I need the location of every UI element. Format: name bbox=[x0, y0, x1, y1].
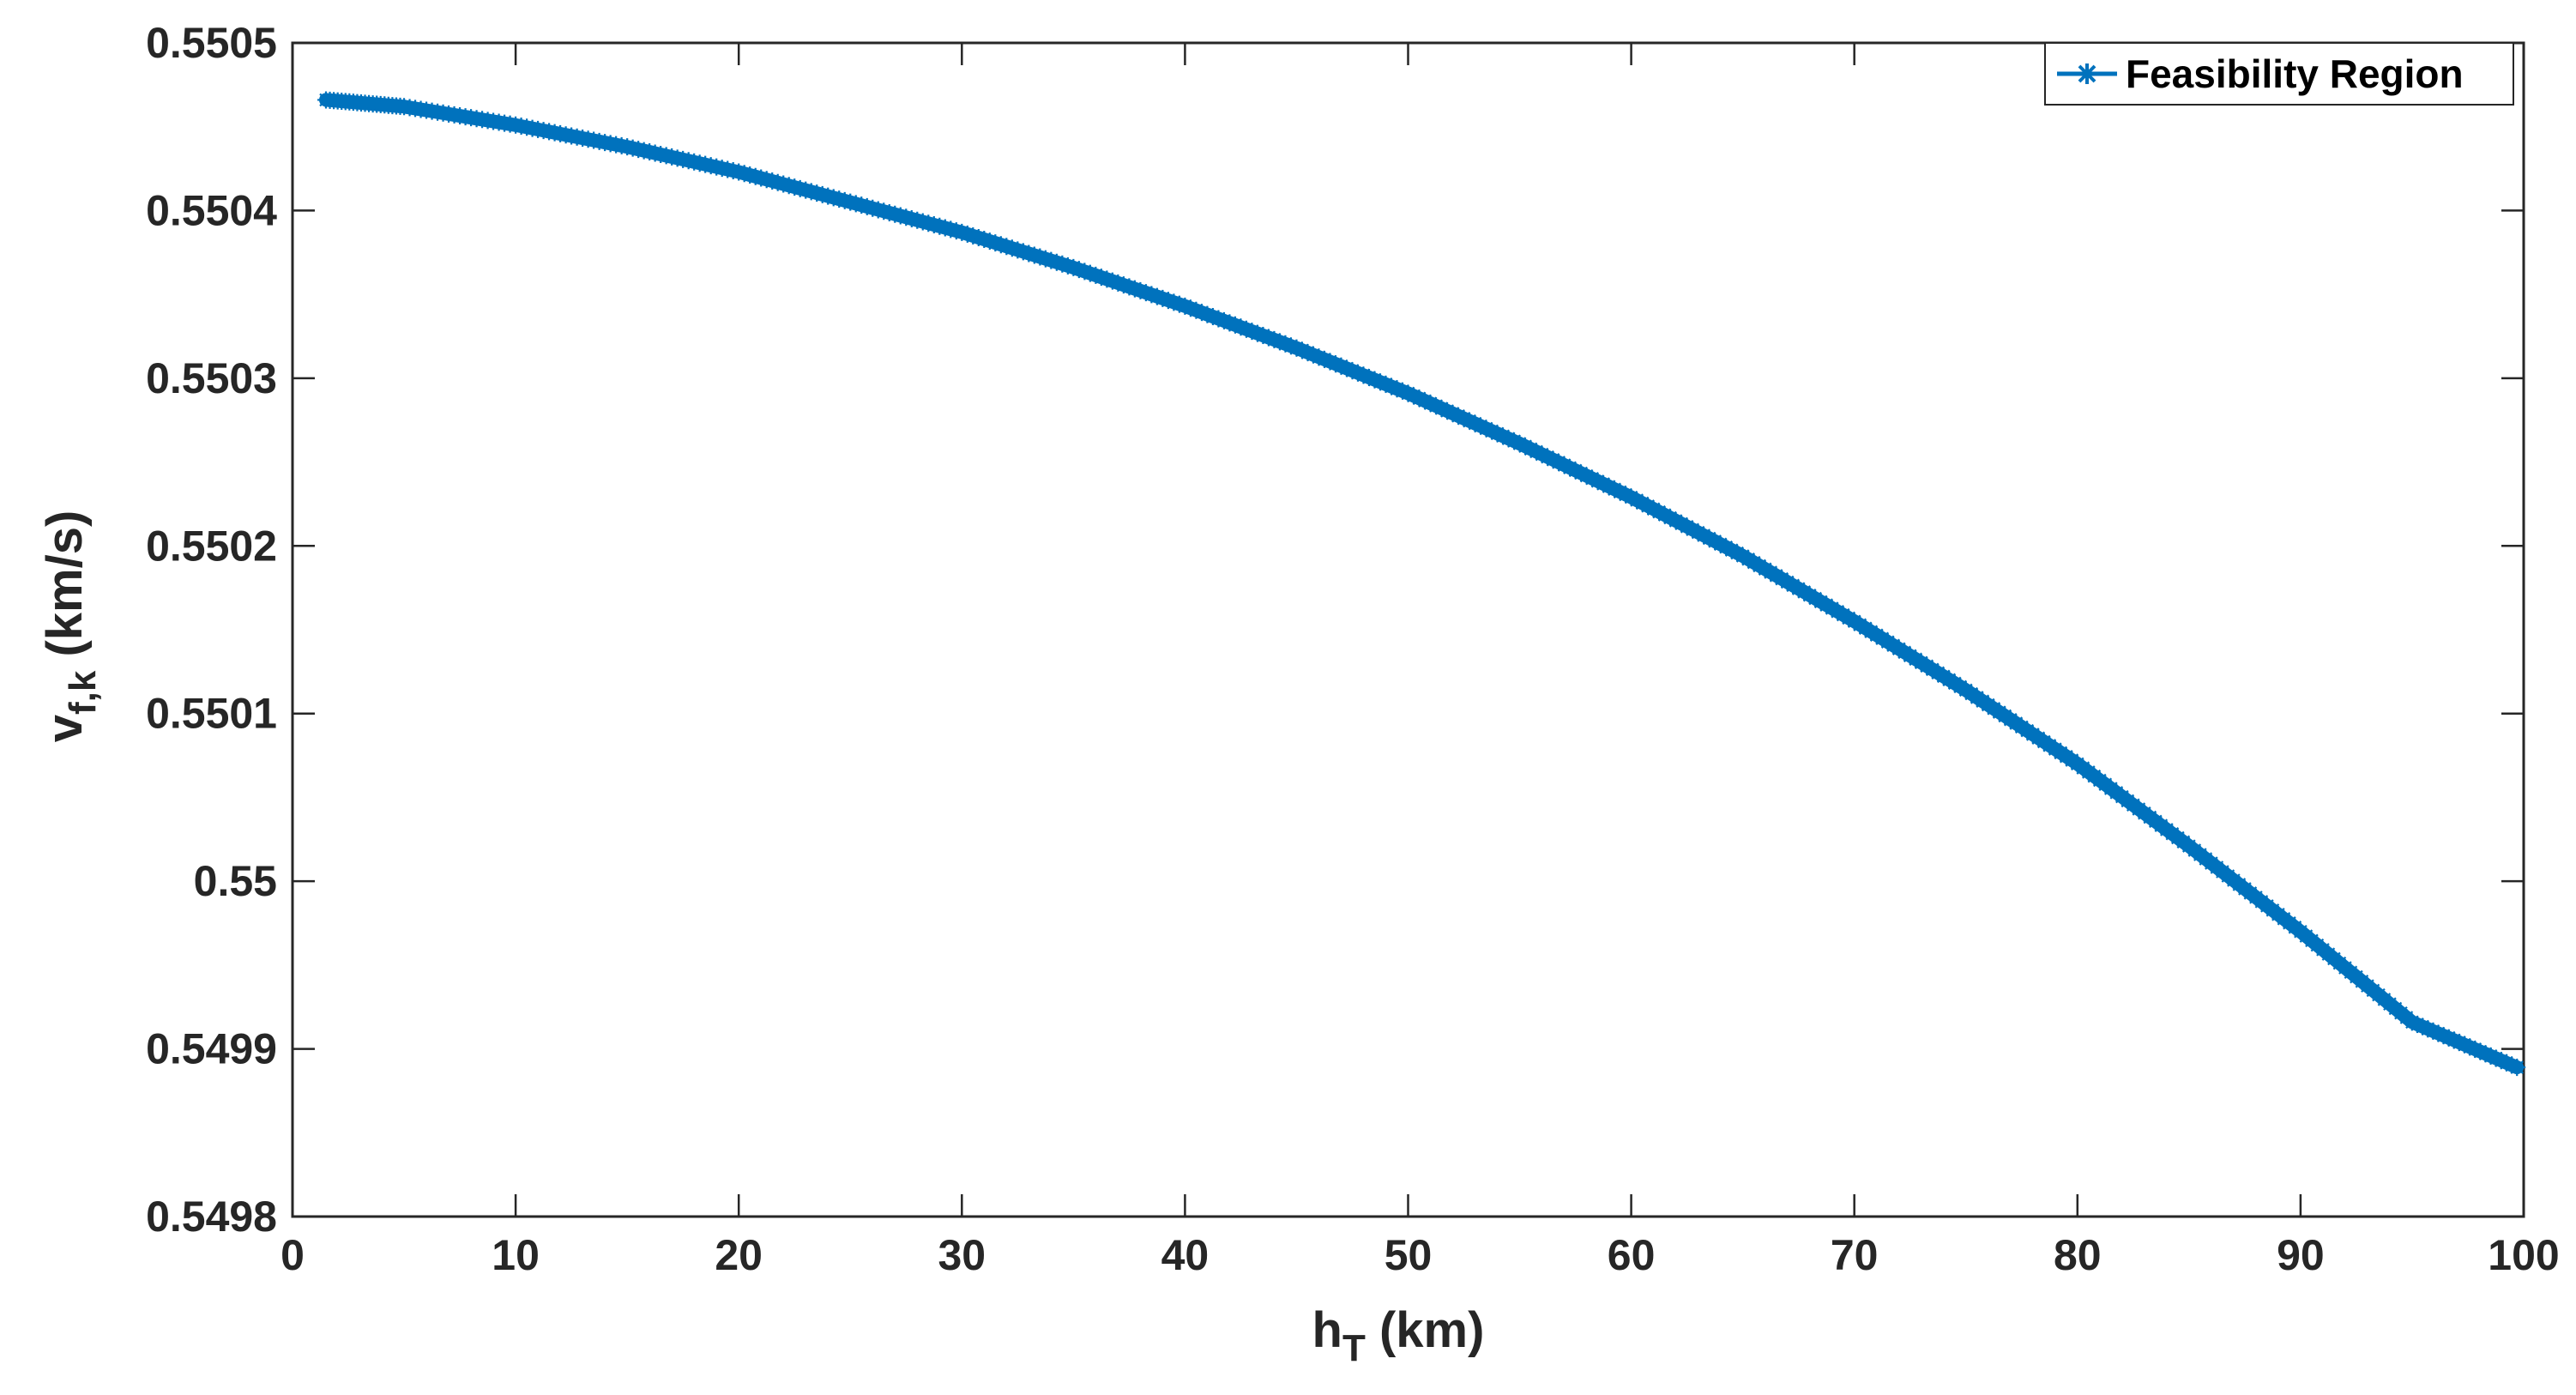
x-tick-label: 50 bbox=[1385, 1231, 1433, 1279]
x-axis-label-sub: T bbox=[1342, 1327, 1366, 1369]
y-tick-label: 0.5505 bbox=[146, 19, 277, 67]
x-tick-label: 90 bbox=[2277, 1231, 2325, 1279]
y-tick-label: 0.55 bbox=[194, 857, 277, 905]
legend-asterisk-marker bbox=[2077, 63, 2097, 84]
y-axis-label-main: v bbox=[37, 715, 93, 742]
x-axis-label-unit: (km) bbox=[1366, 1302, 1485, 1358]
y-tick-label: 0.5498 bbox=[146, 1193, 277, 1241]
x-axis-label-main: h bbox=[1312, 1302, 1342, 1358]
x-tick-label: 70 bbox=[1831, 1231, 1879, 1279]
y-axis-label: vf,k (km/s) bbox=[37, 510, 104, 743]
x-tick-label: 20 bbox=[715, 1231, 763, 1279]
y-tick-label: 0.5502 bbox=[146, 522, 277, 570]
x-axis-label: hT (km) bbox=[1312, 1302, 1485, 1369]
y-axis-label-sub: f,k bbox=[62, 670, 104, 715]
y-axis-label-unit: (km/s) bbox=[37, 510, 93, 671]
legend: Feasibility Region bbox=[2044, 42, 2514, 106]
x-tick-label: 40 bbox=[1161, 1231, 1210, 1279]
y-tick-label: 0.5499 bbox=[146, 1025, 277, 1073]
y-tick-label: 0.5501 bbox=[146, 690, 277, 738]
series-layer bbox=[317, 91, 2526, 1077]
tick-layer: 0 10 20 30 40 50 60 70 80 90 100 0.5498 0.5499 0.55 0.… bbox=[146, 19, 2560, 1279]
x-tick-label: 100 bbox=[2488, 1231, 2559, 1279]
x-tick-label: 80 bbox=[2054, 1231, 2102, 1279]
x-tick-label: 60 bbox=[1608, 1231, 1656, 1279]
x-tick-label: 0 bbox=[281, 1231, 305, 1279]
x-tick-label: 30 bbox=[938, 1231, 986, 1279]
y-tick-label: 0.5504 bbox=[146, 186, 277, 234]
legend-entry-feasibility-region: Feasibility Region bbox=[2126, 51, 2464, 96]
x-tick-label: 10 bbox=[492, 1231, 540, 1279]
series-markers-feasibility-region bbox=[317, 91, 2526, 1077]
legend-box bbox=[2044, 42, 2514, 106]
legend-marker-icon bbox=[2077, 63, 2097, 84]
y-tick-label: 0.5503 bbox=[146, 354, 277, 402]
